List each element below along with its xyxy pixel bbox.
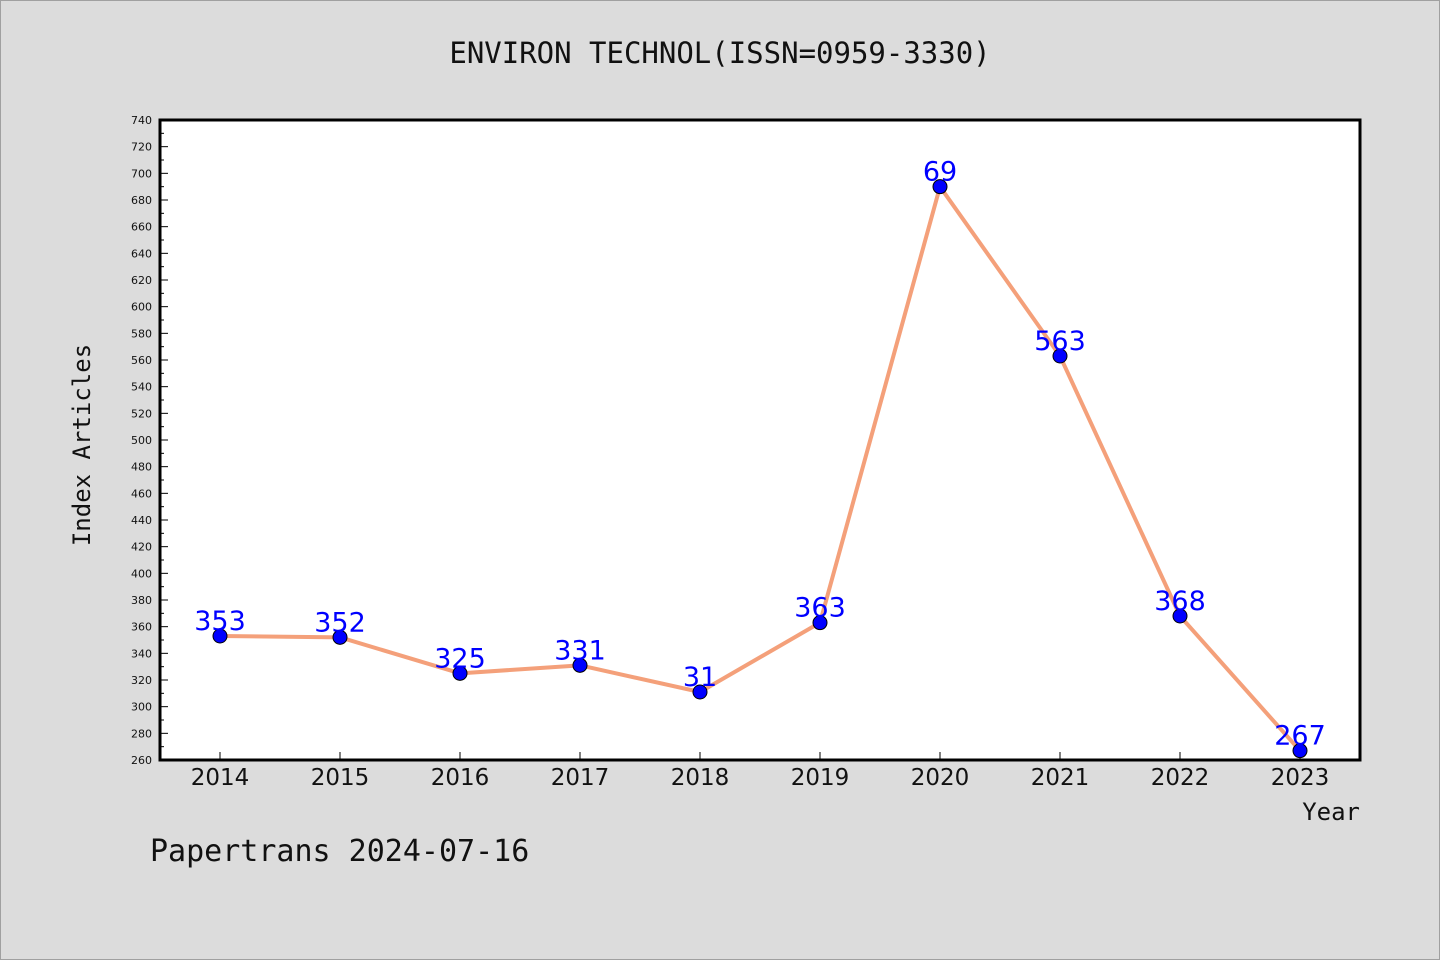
y-tick-label: 400 — [131, 567, 152, 580]
x-tick-label: 2020 — [911, 765, 970, 791]
x-tick-label: 2019 — [791, 765, 850, 791]
plot-frame — [158, 118, 1362, 762]
x-tick-label: 2023 — [1271, 765, 1330, 791]
data-point — [332, 629, 348, 645]
data-label: 31 — [683, 662, 717, 693]
data-label: 325 — [434, 643, 486, 674]
y-tick-label: 720 — [131, 141, 152, 154]
y-tick-label: 680 — [131, 194, 152, 207]
data-point — [812, 615, 828, 631]
footer-credit: Papertrans 2024-07-16 — [150, 834, 530, 869]
y-tick-label: 560 — [131, 354, 152, 367]
x-tick-label: 2016 — [431, 765, 490, 791]
y-tick-label: 660 — [131, 221, 152, 234]
x-tick-label: 2015 — [311, 765, 370, 791]
data-label: 353 — [194, 606, 246, 637]
y-tick-label: 700 — [131, 167, 152, 180]
y-tick-label: 580 — [131, 327, 152, 340]
y-tick-label: 440 — [131, 514, 152, 527]
plot-background — [160, 120, 1360, 760]
series-line — [218, 184, 1302, 753]
x-tick-label: 2014 — [191, 765, 250, 791]
y-tick-label: 600 — [131, 301, 152, 314]
y-tick-label: 280 — [131, 727, 152, 740]
y-tick-label: 260 — [131, 754, 152, 767]
chart-title: ENVIRON TECHNOL(ISSN=0959-3330) — [449, 36, 991, 70]
x-tick-label: 2022 — [1151, 765, 1210, 791]
data-point — [1172, 608, 1188, 624]
data-label: 563 — [1034, 326, 1086, 357]
data-label: 352 — [314, 607, 366, 638]
y-tick-label: 620 — [131, 274, 152, 287]
data-point — [572, 657, 588, 673]
data-point — [692, 684, 708, 700]
y-axis-label: Index Articles — [68, 344, 96, 546]
x-tick-label: 2021 — [1031, 765, 1090, 791]
y-tick-label: 520 — [131, 407, 152, 420]
y-tick-label: 340 — [131, 647, 152, 660]
y-tick-label: 500 — [131, 434, 152, 447]
y-tick-label: 300 — [131, 701, 152, 714]
data-label: 69 — [923, 157, 957, 188]
y-tick-label: 320 — [131, 674, 152, 687]
data-label: 363 — [794, 593, 846, 624]
y-tick-label: 540 — [131, 381, 152, 394]
data-point — [1292, 743, 1308, 759]
x-tick-label: 2017 — [551, 765, 610, 791]
data-point — [212, 628, 228, 644]
y-tick-label: 380 — [131, 594, 152, 607]
x-tick-label: 2018 — [671, 765, 730, 791]
data-point — [1052, 348, 1068, 364]
y-tick-label: 640 — [131, 247, 152, 260]
y-tick-label: 740 — [131, 114, 152, 127]
y-tick-label: 460 — [131, 487, 152, 500]
y-tick-label: 360 — [131, 621, 152, 634]
y-tick-label: 480 — [131, 461, 152, 474]
data-point — [932, 179, 948, 195]
data-label: 267 — [1274, 721, 1326, 752]
x-axis-label: Year — [1302, 798, 1360, 826]
data-label: 331 — [554, 635, 606, 666]
data-point — [452, 665, 468, 681]
y-tick-label: 420 — [131, 541, 152, 554]
data-label: 368 — [1154, 586, 1206, 617]
